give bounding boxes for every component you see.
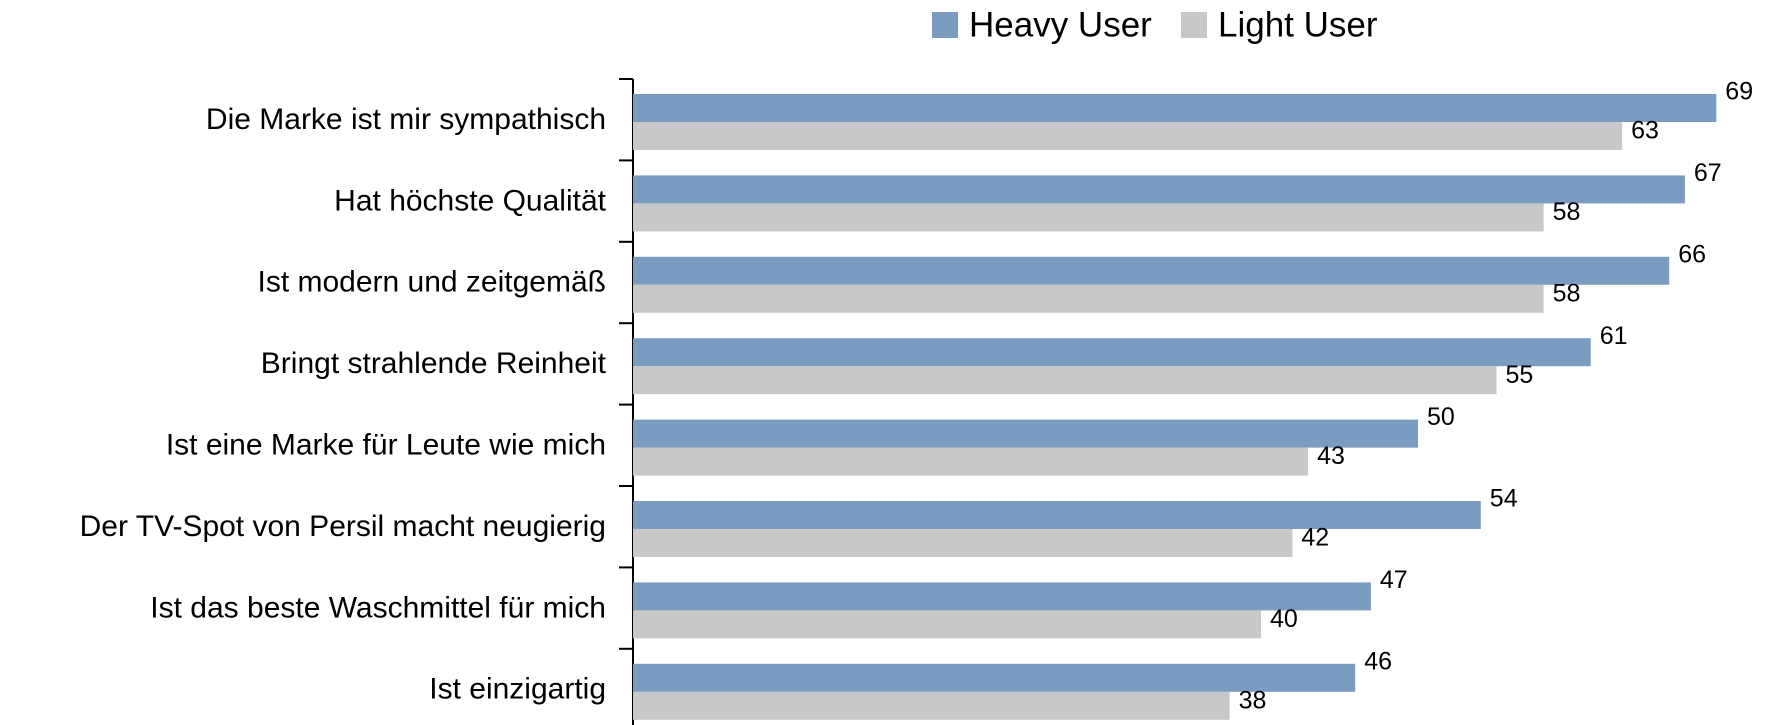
value-label: 47 — [1380, 566, 1408, 594]
bar — [633, 529, 1293, 557]
legend-label: Light User — [1218, 5, 1378, 44]
value-label: 58 — [1553, 198, 1581, 226]
value-label: 55 — [1506, 361, 1534, 389]
value-label: 50 — [1427, 403, 1455, 431]
bar — [633, 122, 1623, 150]
bar — [633, 610, 1261, 639]
value-label: 46 — [1364, 647, 1392, 675]
bar — [633, 419, 1418, 448]
bar — [633, 691, 1230, 720]
category-label: Ist modern und zeitgemäß — [257, 266, 606, 299]
bar — [633, 175, 1685, 204]
value-label: 67 — [1694, 159, 1722, 187]
value-label: 38 — [1239, 686, 1267, 714]
value-label: 66 — [1678, 240, 1706, 268]
legend-label: Heavy User — [969, 5, 1152, 44]
category-label: Der TV-Spot von Persil macht neugierig — [80, 510, 606, 543]
bar — [633, 256, 1670, 285]
category-label: Ist das beste Waschmittel für mich — [150, 591, 606, 624]
category-label: Die Marke ist mir sympathisch — [206, 103, 606, 136]
value-label: 40 — [1270, 605, 1298, 633]
bar — [633, 582, 1371, 611]
category-label: Ist eine Marke für Leute wie mich — [166, 429, 606, 462]
value-label: 58 — [1553, 279, 1581, 307]
bar — [633, 338, 1591, 367]
legend-swatch — [1181, 12, 1207, 38]
bar — [633, 284, 1544, 313]
bar — [633, 501, 1481, 529]
bar — [633, 203, 1544, 232]
bar — [633, 366, 1497, 395]
value-label: 42 — [1301, 524, 1329, 552]
bar — [633, 447, 1309, 476]
legend-swatch — [932, 12, 958, 38]
bar — [633, 663, 1356, 692]
value-label: 69 — [1725, 78, 1753, 106]
category-label: Ist einzigartig — [429, 673, 606, 706]
value-label: 63 — [1631, 117, 1659, 145]
category-label: Hat höchste Qualität — [334, 184, 606, 217]
value-label: 54 — [1490, 485, 1518, 513]
value-label: 61 — [1600, 322, 1628, 350]
category-label: Bringt strahlende Reinheit — [261, 347, 607, 380]
value-label: 43 — [1317, 442, 1345, 470]
bar — [633, 94, 1717, 122]
